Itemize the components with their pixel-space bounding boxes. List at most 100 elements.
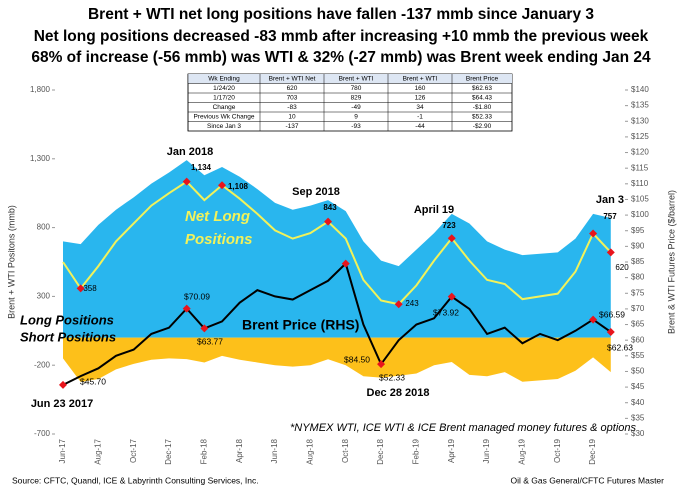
table-cell: 1/17/20 bbox=[213, 94, 235, 101]
area bbox=[63, 337, 611, 382]
x-tick-label: Jun-17 bbox=[58, 438, 67, 463]
y2-tick-label: $45 bbox=[631, 382, 645, 391]
marker bbox=[606, 327, 615, 336]
table-cell: 703 bbox=[287, 94, 298, 101]
marker bbox=[589, 315, 598, 324]
marker bbox=[200, 324, 209, 333]
marker bbox=[447, 234, 456, 243]
footnote: *NYMEX WTI, ICE WTI & ICE Brent managed … bbox=[290, 422, 637, 434]
title-line: Brent + WTI net long positions have fall… bbox=[88, 6, 594, 23]
x-tick-label: Aug-19 bbox=[518, 438, 527, 464]
table-header: Brent + WTI bbox=[403, 75, 438, 82]
marker bbox=[606, 248, 615, 257]
table-cell: -137 bbox=[285, 123, 298, 130]
summary-table: Wk Ending Brent + WTI Net Brent + WTI Brent… bbox=[187, 73, 513, 132]
x-tick-label: Feb-19 bbox=[412, 438, 421, 464]
y2-tick-label: $90 bbox=[631, 241, 645, 250]
annotation: $66.59 bbox=[599, 309, 625, 319]
y2-tick-label: $130 bbox=[631, 116, 649, 125]
table-cell: 620 bbox=[287, 85, 298, 92]
annotation: Dec 28 2018 bbox=[367, 387, 430, 399]
table-header-bg bbox=[188, 74, 512, 84]
table-cell: $62.63 bbox=[472, 85, 492, 92]
marker bbox=[182, 304, 191, 313]
y2-tick-label: $55 bbox=[631, 351, 645, 360]
y-axis-title: Brent + WTI Positons (mmb) bbox=[6, 205, 16, 319]
marker bbox=[218, 181, 227, 190]
y2-tick-label: $135 bbox=[631, 101, 649, 110]
x-tick-label: Dec-18 bbox=[376, 438, 385, 464]
annotation: 723 bbox=[442, 221, 456, 230]
x-tick-label: Aug-17 bbox=[93, 438, 102, 464]
annotation: 843 bbox=[323, 203, 337, 212]
table-cell: 10 bbox=[288, 113, 296, 120]
table-header: Brent Price bbox=[466, 75, 499, 82]
y2-axis-title: Brent & WTI Futures Price ($/barrel) bbox=[666, 190, 676, 334]
annotation: 757 bbox=[603, 212, 617, 221]
annotation: April 19 bbox=[414, 204, 454, 216]
y2-tick-label: $70 bbox=[631, 304, 645, 313]
table-cell: 160 bbox=[415, 85, 426, 92]
x-tick-label: Jun-18 bbox=[270, 438, 279, 463]
credit: Oil & Gas General/CFTC Futures Master bbox=[510, 475, 664, 485]
annotation: 1,134 bbox=[191, 163, 212, 172]
x-tick-label: Oct-19 bbox=[553, 438, 562, 463]
table-cell: 780 bbox=[351, 85, 362, 92]
annotation: $45.70 bbox=[80, 376, 106, 386]
y-tick-label: 800 bbox=[37, 223, 51, 232]
marker bbox=[377, 360, 386, 369]
y2-tick-label: $60 bbox=[631, 335, 645, 344]
annotation: $70.09 bbox=[184, 291, 210, 301]
y-tick-label: 300 bbox=[37, 292, 51, 301]
table-header: Brent + WTI bbox=[339, 75, 374, 82]
y2-tick-label: $100 bbox=[631, 210, 649, 219]
y2-tick-label: $80 bbox=[631, 273, 645, 282]
x-tick-label: Oct-18 bbox=[341, 438, 350, 463]
marker bbox=[76, 284, 85, 293]
annotation: Sep 2018 bbox=[292, 186, 340, 198]
y2-tick-label: $125 bbox=[631, 132, 649, 141]
marker bbox=[182, 177, 191, 186]
marker bbox=[59, 380, 67, 389]
table-cell: Previous Wk Change bbox=[193, 113, 254, 120]
y2-tick-label: $35 bbox=[631, 413, 645, 422]
line bbox=[62, 261, 612, 386]
source: Source: CFTC, Quandl, ICE & Labyrinth Co… bbox=[12, 475, 259, 485]
y-tick-label: 1,300 bbox=[30, 154, 51, 163]
annotation: Jun 23 2017 bbox=[31, 398, 93, 410]
y2-tick-label: $95 bbox=[631, 226, 645, 235]
x-tick-label: Apr-18 bbox=[235, 438, 244, 463]
x-tick-label: Oct-17 bbox=[129, 438, 138, 463]
table-cell: 1/24/20 bbox=[213, 85, 235, 92]
table-cell: -83 bbox=[287, 104, 297, 111]
net-long-label: Net Long Positions bbox=[185, 208, 253, 248]
annotation: $63.77 bbox=[197, 336, 223, 346]
y-tick-label: 1,800 bbox=[30, 85, 51, 94]
table-cell: Since Jan 3 bbox=[207, 123, 241, 130]
marker bbox=[447, 292, 456, 301]
table-cell: 34 bbox=[416, 104, 424, 111]
table-cell: -1 bbox=[417, 113, 423, 120]
annotation: $84.50 bbox=[344, 354, 370, 364]
annotation: 1,108 bbox=[228, 182, 249, 191]
y2-tick-label: $105 bbox=[631, 195, 649, 204]
table-header: Wk Ending bbox=[208, 75, 240, 82]
table-cell: -$1.80 bbox=[473, 104, 492, 111]
table-cell: -93 bbox=[351, 123, 361, 130]
title-line: 68% of increase (-56 mmb) was WTI & 32% … bbox=[31, 49, 651, 66]
y-tick-label: -200 bbox=[34, 360, 51, 369]
x-tick-label: Dec-19 bbox=[588, 438, 597, 464]
marker bbox=[589, 229, 598, 238]
table-cell: -49 bbox=[351, 104, 361, 111]
annotation: $52.33 bbox=[379, 372, 405, 382]
table-cell: -44 bbox=[415, 123, 425, 130]
line bbox=[62, 180, 612, 306]
area bbox=[63, 160, 611, 338]
x-tick-label: Feb-18 bbox=[199, 438, 208, 464]
y2-tick-label: $30 bbox=[631, 429, 645, 438]
series-label: Long Positions bbox=[20, 312, 114, 327]
y2-tick-label: $115 bbox=[631, 163, 649, 172]
annotation: Jan 2018 bbox=[167, 146, 213, 158]
y2-tick-label: $110 bbox=[631, 179, 649, 188]
